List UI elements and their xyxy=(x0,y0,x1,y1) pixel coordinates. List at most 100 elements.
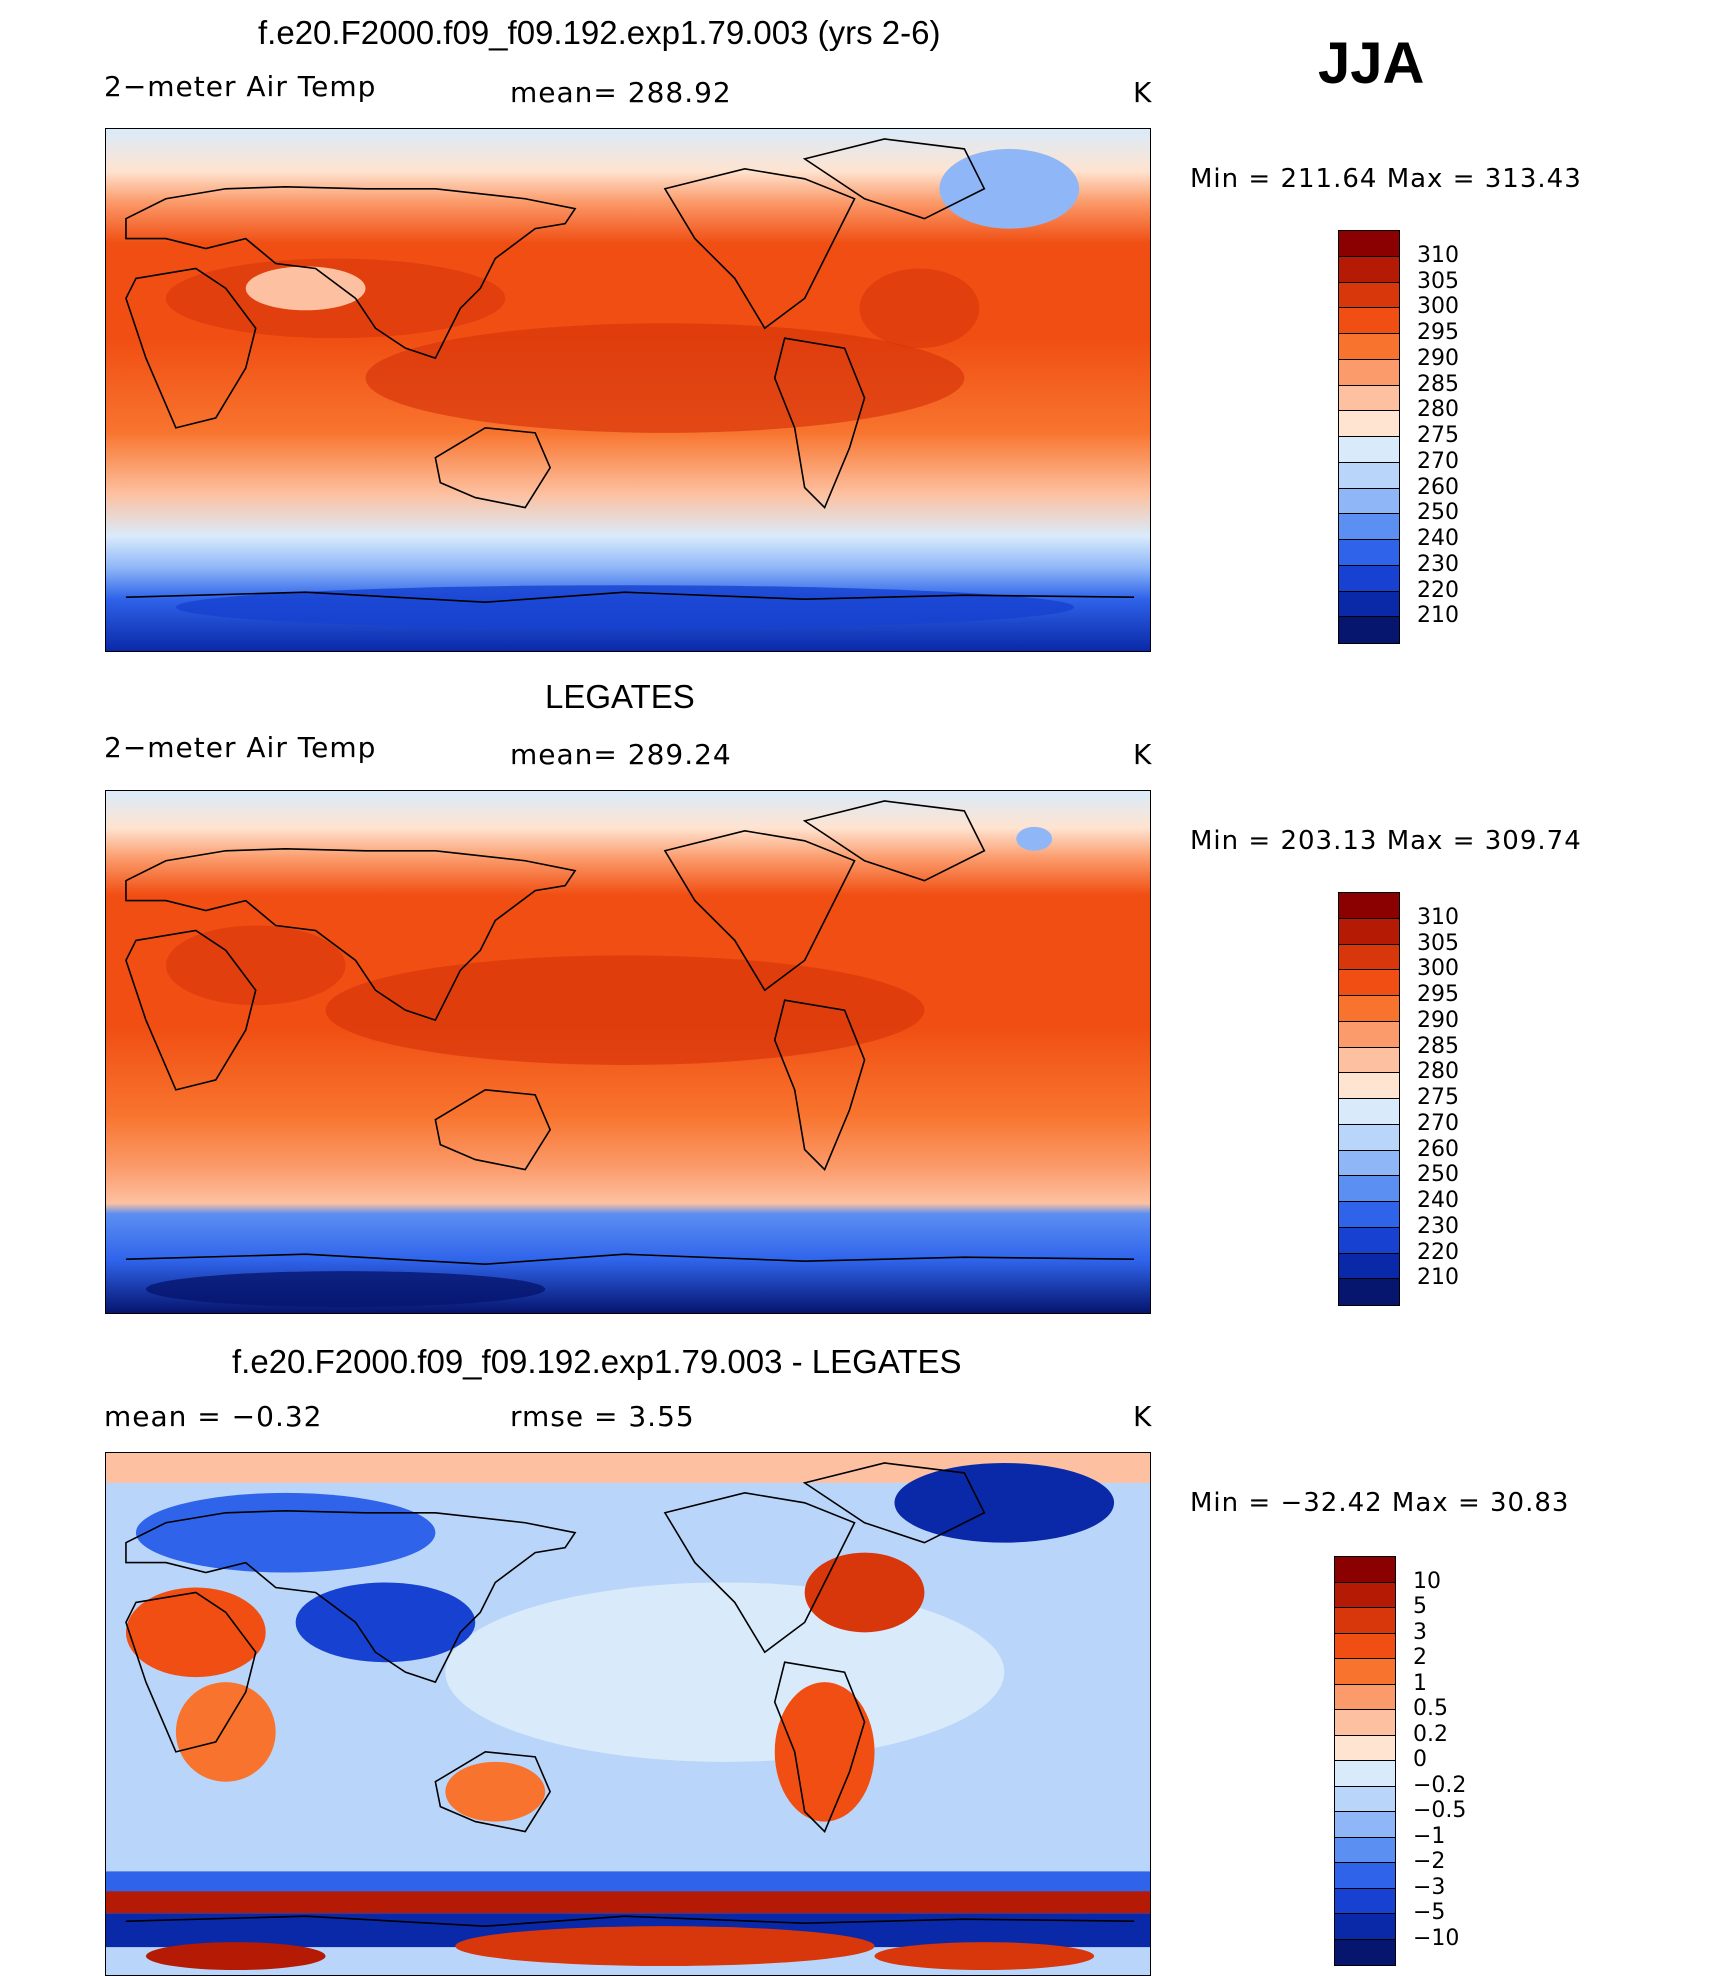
obs-mean-label: mean= 289.24 xyxy=(510,738,732,771)
colorbar-box xyxy=(1335,1812,1395,1838)
colorbar-tick-label: 310 xyxy=(1417,242,1459,268)
colorbar-box xyxy=(1339,540,1399,566)
colorbar-tick-label: 10 xyxy=(1413,1568,1441,1594)
colorbar-tick-label: 300 xyxy=(1417,956,1459,982)
colorbar-box xyxy=(1335,1659,1395,1685)
colorbar-tick-label: 300 xyxy=(1417,294,1459,320)
colorbar-box xyxy=(1339,918,1399,945)
colorbar-tick-label: 280 xyxy=(1417,397,1459,423)
colorbar-tick-label: 275 xyxy=(1417,423,1459,448)
diff-units-label: K xyxy=(1133,1400,1153,1433)
colorbar-tick-label: 270 xyxy=(1417,448,1459,474)
colorbar-tick-label: 220 xyxy=(1417,1239,1459,1265)
colorbar-box xyxy=(1339,1279,1399,1305)
colorbar-tick-label: 3 xyxy=(1413,1619,1427,1645)
obs-units-label: K xyxy=(1133,738,1153,771)
colorbar-box xyxy=(1339,996,1399,1022)
colorbar-tick-label: −2 xyxy=(1413,1849,1446,1874)
colorbar-tick-label: 230 xyxy=(1417,1213,1459,1239)
diff-mean-label: mean = −0.32 xyxy=(104,1400,323,1433)
diff-colorbar-labels: 10 5 3 2 1 0.5 0.2 0 −0.2 −0.5 −1 −2 −3 −5 −10 xyxy=(1413,1556,1513,1966)
colorbar-tick-label: 0.2 xyxy=(1413,1721,1448,1747)
diff-colorbar xyxy=(1334,1556,1396,1966)
colorbar-box xyxy=(1335,1761,1395,1787)
colorbar-box xyxy=(1339,1176,1399,1202)
colorbar-tick-label: 250 xyxy=(1417,1162,1459,1188)
colorbar-tick-label: 275 xyxy=(1417,1085,1459,1110)
colorbar-box xyxy=(1335,1684,1395,1710)
colorbar-box xyxy=(1339,359,1399,386)
colorbar-box xyxy=(1339,617,1399,643)
colorbar-tick-label: −3 xyxy=(1413,1874,1446,1900)
colorbar-tick-label: 250 xyxy=(1417,500,1459,526)
colorbar-box xyxy=(1335,1863,1395,1889)
model-mean-label: mean= 288.92 xyxy=(510,76,732,109)
colorbar-tick-label: 230 xyxy=(1417,551,1459,577)
colorbar-tick-label: 285 xyxy=(1417,371,1459,397)
model-units-label: K xyxy=(1133,76,1153,109)
colorbar-tick-label: −10 xyxy=(1413,1925,1460,1951)
model-minmax-label: Min = 211.64 Max = 313.43 xyxy=(1190,164,1582,194)
colorbar-box xyxy=(1335,1710,1395,1736)
colorbar-box xyxy=(1335,1582,1395,1608)
colorbar-box xyxy=(1339,1124,1399,1151)
colorbar-tick-label: 270 xyxy=(1417,1110,1459,1136)
colorbar-tick-label: 0 xyxy=(1413,1747,1427,1772)
diff-map xyxy=(105,1452,1151,1976)
colorbar-box xyxy=(1339,1073,1399,1099)
colorbar-box xyxy=(1339,970,1399,996)
colorbar-tick-label: 290 xyxy=(1417,1007,1459,1033)
model-colorbar xyxy=(1338,230,1400,644)
colorbar-tick-label: 280 xyxy=(1417,1059,1459,1085)
obs-minmax-label: Min = 203.13 Max = 309.74 xyxy=(1190,826,1582,856)
colorbar-tick-label: 305 xyxy=(1417,268,1459,294)
colorbar-box xyxy=(1339,1150,1399,1177)
colorbar-tick-label: 305 xyxy=(1417,930,1459,956)
colorbar-tick-label: 260 xyxy=(1417,474,1459,500)
colorbar-tick-label: 295 xyxy=(1417,320,1459,345)
colorbar-tick-label: 1 xyxy=(1413,1670,1427,1696)
obs-variable-label: 2−meter Air Temp xyxy=(104,731,377,764)
colorbar-tick-label: 260 xyxy=(1417,1136,1459,1162)
model-colorbar-labels: 310 305 300 295 290 285 280 275 270 260 250 240 230 2… xyxy=(1417,230,1517,644)
colorbar-box xyxy=(1339,514,1399,540)
colorbar-tick-label: 240 xyxy=(1417,526,1459,551)
colorbar-box xyxy=(1339,308,1399,334)
model-variable-label: 2−meter Air Temp xyxy=(104,70,377,103)
colorbar-box xyxy=(1339,1047,1399,1074)
obs-map xyxy=(105,790,1151,1314)
colorbar-box xyxy=(1335,1837,1395,1863)
colorbar-tick-label: 210 xyxy=(1417,603,1459,629)
diff-panel-title: f.e20.F2000.f09_f09.192.exp1.79.003 - LE… xyxy=(232,1343,962,1380)
colorbar-box xyxy=(1339,437,1399,463)
colorbar-tick-label: −0.5 xyxy=(1413,1798,1467,1823)
obs-colorbar-labels: 310 305 300 295 290 285 280 275 270 260 250 240 230 2… xyxy=(1417,892,1517,1306)
colorbar-box xyxy=(1339,591,1399,618)
colorbar-box xyxy=(1335,1633,1395,1659)
colorbar-box xyxy=(1339,1253,1399,1280)
colorbar-tick-label: 0.5 xyxy=(1413,1696,1448,1721)
colorbar-box xyxy=(1339,334,1399,360)
colorbar-box xyxy=(1339,385,1399,412)
colorbar-box xyxy=(1339,282,1399,309)
colorbar-tick-label: 220 xyxy=(1417,577,1459,603)
colorbar-box xyxy=(1339,1021,1399,1048)
colorbar-tick-label: 295 xyxy=(1417,982,1459,1007)
colorbar-tick-label: 2 xyxy=(1413,1645,1427,1670)
obs-colorbar xyxy=(1338,892,1400,1306)
colorbar-box xyxy=(1339,462,1399,489)
colorbar-box xyxy=(1339,231,1399,257)
colorbar-box xyxy=(1335,1888,1395,1914)
colorbar-box xyxy=(1339,1202,1399,1228)
colorbar-box xyxy=(1339,256,1399,283)
colorbar-box xyxy=(1335,1786,1395,1812)
colorbar-tick-label: −0.2 xyxy=(1413,1772,1467,1798)
colorbar-tick-label: 210 xyxy=(1417,1265,1459,1291)
colorbar-tick-label: 290 xyxy=(1417,345,1459,371)
colorbar-tick-label: −1 xyxy=(1413,1823,1446,1849)
colorbar-tick-label: 310 xyxy=(1417,904,1459,930)
season-label: JJA xyxy=(1318,31,1425,96)
colorbar-box xyxy=(1339,893,1399,919)
colorbar-box xyxy=(1339,565,1399,592)
colorbar-box xyxy=(1335,1608,1395,1634)
